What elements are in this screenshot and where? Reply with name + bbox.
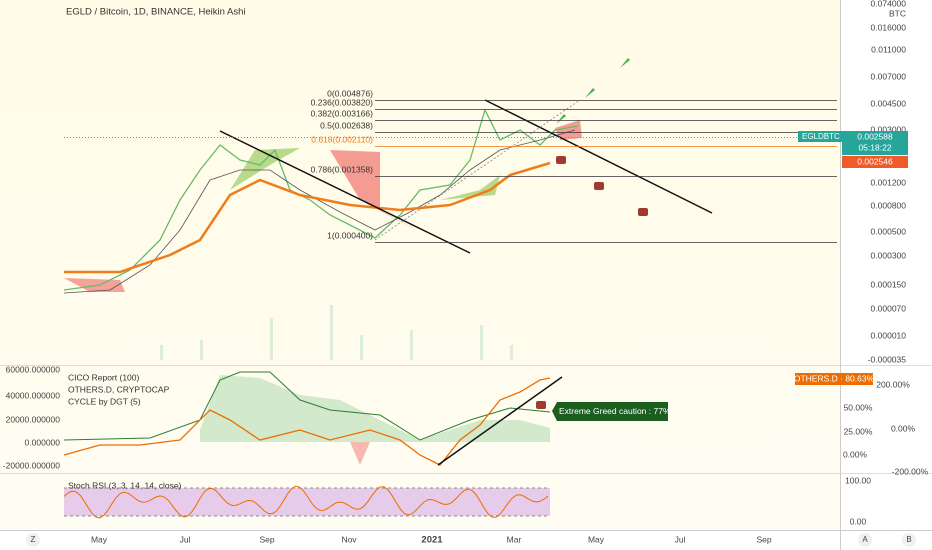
- corner-label: A: [862, 535, 868, 544]
- indicator-right-label: 0.00%: [891, 423, 916, 433]
- price-tick-label: 0.003000: [871, 124, 907, 134]
- fib-label: 0.5(0.002638): [320, 120, 373, 130]
- ma-line: [63, 129, 576, 294]
- indicator-legend: CYCLE by DGT (5): [68, 396, 141, 406]
- volume: [160, 305, 513, 360]
- price-tag: [842, 131, 908, 155]
- fib-label: 1(0.000400): [327, 230, 373, 240]
- rocket-icons: [556, 58, 630, 124]
- time-label: Sep: [259, 534, 274, 544]
- price-tag-text: 0.002588: [857, 131, 893, 141]
- price-tick-label: 0.074000: [871, 0, 907, 8]
- symbol-tag-text: EGLDBTC: [802, 132, 840, 141]
- ma-tag-text: 0.002546: [857, 156, 893, 166]
- cloud: [64, 278, 125, 292]
- time-label: Nov: [341, 534, 357, 544]
- cloud: [330, 150, 420, 232]
- time-label: May: [91, 534, 108, 544]
- price-tick-label: 0.000300: [871, 250, 907, 260]
- price-tick-label: 0.004500: [871, 98, 907, 108]
- corner-button: [858, 533, 872, 547]
- trend-line: [484, 99, 713, 214]
- ma-tag: [842, 156, 908, 168]
- caution-tag: [552, 402, 668, 421]
- indicator-axis-label: 20000.000000: [6, 414, 61, 424]
- stoch-k: [63, 485, 549, 519]
- price-tick-label: 0.000500: [871, 226, 907, 236]
- fib-label: 0.382(0.003166): [311, 108, 374, 118]
- price-tick-label: 0.007000: [871, 71, 907, 81]
- price-tick-label: -0.000035: [868, 354, 907, 364]
- indicator-right-label: -200.00%: [892, 466, 929, 476]
- indicator-right-label: 50.00%: [844, 402, 873, 412]
- time-label: May: [588, 534, 605, 544]
- arrow-line: [374, 99, 581, 241]
- cloud: [440, 175, 500, 200]
- price-tick-label: 0.016000: [871, 22, 907, 32]
- fib-label: 0(0.004876): [327, 88, 373, 98]
- fib-label: 0.236(0.003820): [311, 97, 374, 107]
- trend-line: [437, 376, 563, 466]
- price-tick-label: 0.000010: [871, 330, 907, 340]
- stoch-legend: Stoch RSI (3, 3, 14, 14, close): [68, 480, 182, 490]
- price-tick-label: 0.000070: [871, 303, 907, 313]
- time-label: Jul: [180, 534, 191, 544]
- price-tick-label: 0.000150: [871, 279, 907, 289]
- indicator-right-label: 200.00%: [876, 379, 910, 389]
- price-tick-label: 0.001200: [871, 177, 907, 187]
- price-tick-label: 0.011000: [871, 44, 906, 54]
- fib-label: 0.618(0.002110): [311, 134, 373, 144]
- others-tag-text: OTHERS.D · 80.63%: [794, 373, 875, 383]
- time-label: Sep: [756, 534, 771, 544]
- fib-label: 0.786(0.001358): [311, 164, 374, 174]
- corner-label: B: [906, 535, 911, 544]
- cloud: [555, 120, 582, 140]
- corner-label: Z: [31, 535, 36, 544]
- corner-button: [902, 533, 916, 547]
- caution-tag-text: Extreme Greed caution : 77%: [559, 406, 671, 416]
- chart-title: EGLD / Bitcoin, 1D, BINANCE, Heikin Ashi: [66, 7, 246, 18]
- cloud: [230, 148, 300, 190]
- indicator-right-label: 25.00%: [844, 426, 873, 436]
- cup-icons: [536, 156, 648, 409]
- indicator-axis-label: 0.000000: [25, 437, 61, 447]
- stoch-axis-label: 100.00: [845, 475, 871, 485]
- cycle-area: [200, 375, 550, 442]
- indicator-legend: OTHERS.D, CRYPTOCAP: [68, 384, 170, 394]
- indicator-axis-label: 60000.000000: [6, 364, 61, 374]
- indicator-axis-label: -20000.000000: [3, 460, 60, 470]
- stoch-axis-label: 0.00: [850, 516, 867, 526]
- price-line: [63, 108, 579, 291]
- countdown-text: 05:18:22: [858, 142, 891, 152]
- stoch-band: [64, 488, 550, 516]
- others-tag: [795, 373, 873, 385]
- time-label: 2021: [421, 535, 443, 546]
- symbol-tag: [798, 131, 842, 142]
- others-line: [63, 377, 551, 466]
- price-tick-label: BTC: [889, 8, 906, 18]
- ma-orange: [64, 161, 551, 274]
- time-label: Mar: [507, 534, 522, 544]
- indicator-right-label: 0.00%: [843, 449, 868, 459]
- price-tick-label: 0.000800: [871, 200, 907, 210]
- chart-bg: [0, 0, 840, 530]
- time-label: Jul: [675, 534, 686, 544]
- indicator-axis-label: 40000.000000: [6, 390, 61, 400]
- cycle-area-neg: [350, 442, 370, 465]
- indicator-legend: CICO Report (100): [68, 372, 139, 382]
- trend-line: [219, 130, 471, 254]
- corner-button: [26, 533, 40, 547]
